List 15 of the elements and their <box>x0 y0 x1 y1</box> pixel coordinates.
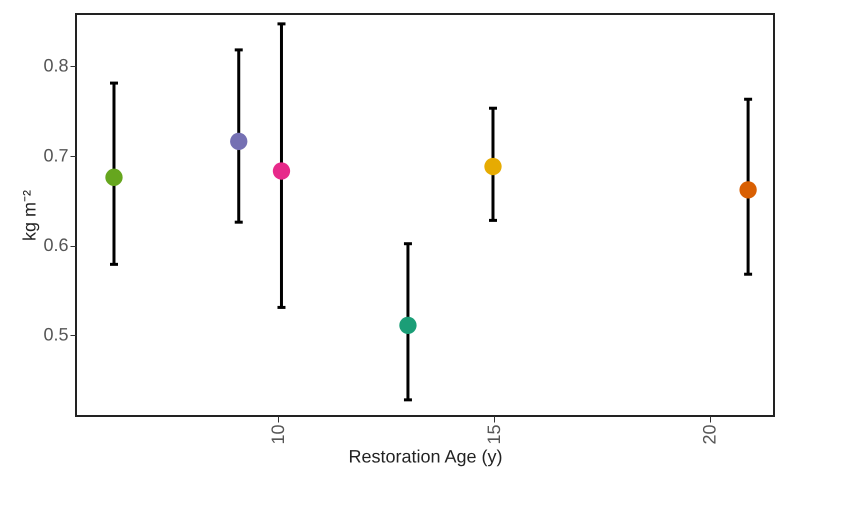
point <box>399 316 417 334</box>
x-tick-label: 15 <box>484 424 504 445</box>
y-tick-label: 0.8 <box>43 56 68 76</box>
point <box>230 132 248 150</box>
x-axis-title: Restoration Age (y) <box>348 446 503 467</box>
point <box>272 162 290 180</box>
y-tick-label: 0.6 <box>43 235 68 256</box>
point <box>739 181 757 199</box>
x-tick-label: 10 <box>268 424 288 445</box>
y-tick-label: 0.5 <box>43 324 68 345</box>
point <box>484 158 502 176</box>
y-tick-label: 0.7 <box>43 145 68 166</box>
y-axis-title: kg m⁻² <box>19 190 40 241</box>
point <box>105 168 123 186</box>
x-tick-label: 20 <box>700 424 720 445</box>
